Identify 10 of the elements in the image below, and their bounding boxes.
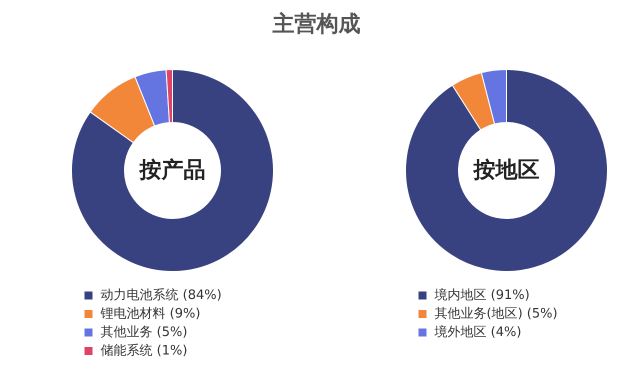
legend-label: 其他业务 (5%) (100, 325, 188, 340)
legend-label: 境内地区 (91%) (434, 287, 530, 303)
legend-label: 境外地区 (4%) (434, 324, 522, 340)
text: 按地区 (472, 158, 540, 183)
legend-label: 其他业务(地区) (5%) (434, 306, 558, 322)
legend-label: 动力电池系统 (84%) (100, 288, 222, 303)
legend-label: 锂电池材料 (9%) (100, 306, 200, 322)
chart-title: 主营构成 (272, 11, 360, 37)
legend-label: 储能系统 (1%) (100, 344, 188, 358)
text: 按产品 (138, 157, 206, 183)
